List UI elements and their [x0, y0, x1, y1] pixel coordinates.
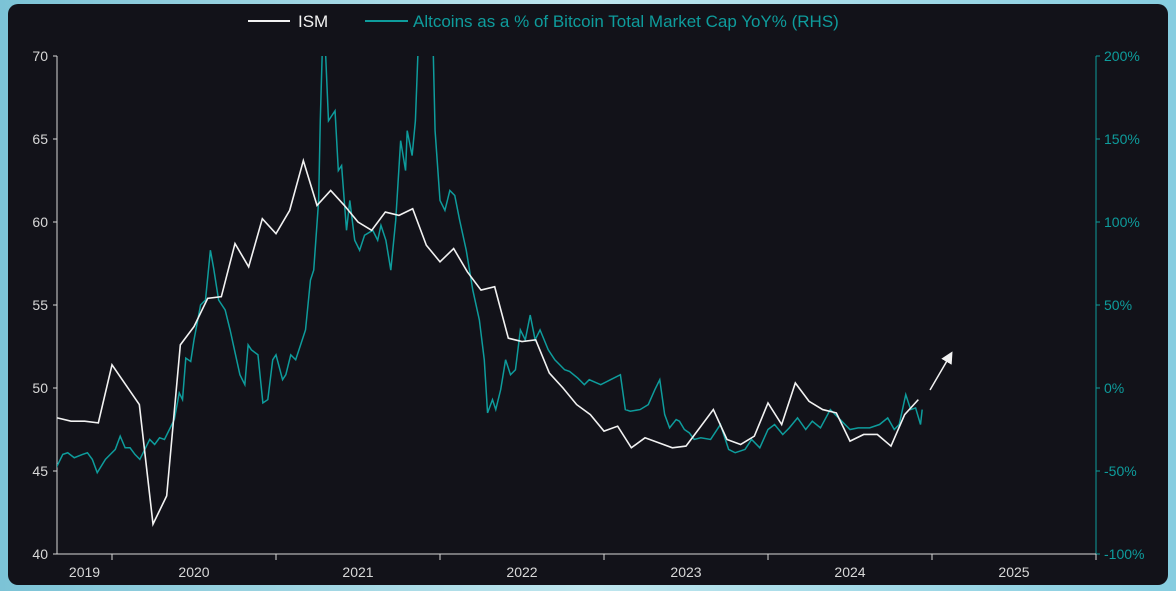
ism-series-line [57, 157, 919, 527]
chart-panel [8, 4, 1168, 585]
right-tick-label: 150% [1104, 131, 1140, 147]
legend-label-ism: ISM [298, 12, 328, 31]
left-tick-label: 50 [32, 380, 48, 396]
x-tick-label: 2019 [69, 564, 100, 580]
right-tick-label: 50% [1104, 297, 1132, 313]
right-tick-label: 100% [1104, 214, 1140, 230]
left-tick-label: 60 [32, 214, 48, 230]
right-tick-label: -100% [1104, 546, 1144, 562]
left-tick-label: 40 [32, 546, 48, 562]
x-tick-label: 2021 [342, 564, 373, 580]
left-tick-label: 55 [32, 297, 48, 313]
x-tick-label: 2024 [834, 564, 865, 580]
right-tick-label: 0% [1104, 380, 1124, 396]
left-tick-label: 45 [32, 463, 48, 479]
right-tick-label: -50% [1104, 463, 1137, 479]
x-tick-label: 2022 [506, 564, 537, 580]
altcoins-series-line [57, 56, 923, 475]
x-tick-label: 2023 [670, 564, 701, 580]
left-tick-label: 70 [32, 48, 48, 64]
left-tick-label: 65 [32, 131, 48, 147]
legend-label-altcoins: Altcoins as a % of Bitcoin Total Market … [413, 12, 839, 31]
x-tick-label: 2025 [998, 564, 1029, 580]
x-tick-label: 2020 [178, 564, 209, 580]
right-tick-label: 200% [1104, 48, 1140, 64]
up-arrow-annotation [929, 351, 953, 391]
legend: ISM Altcoins as a % of Bitcoin Total Mar… [248, 12, 839, 31]
